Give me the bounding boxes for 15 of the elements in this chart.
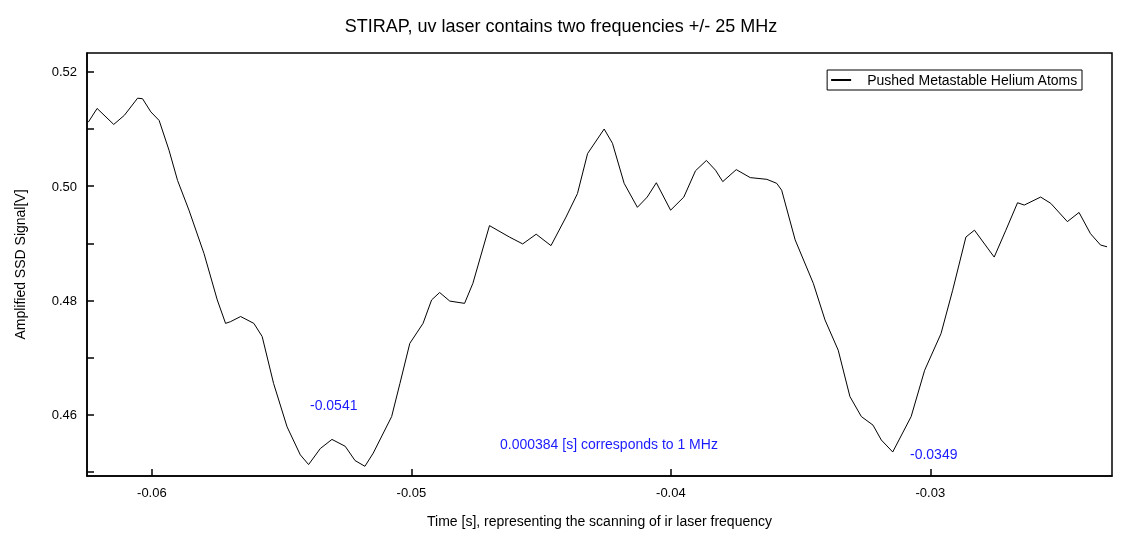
chart-title: STIRAP, uv laser contains two frequencies +/- 25 MHz (344, 16, 778, 36)
y-tick-label: 0.48 (51, 293, 77, 309)
annotation: -0.0541 (310, 397, 358, 413)
x-tick-label: -0.06 (137, 485, 167, 500)
x-tick-label: -0.03 (915, 485, 946, 500)
y-axis-title: Amplified SSD Signal[V] (12, 189, 28, 340)
annotation: -0.0349 (910, 446, 958, 462)
x-tick-label: -0.04 (656, 485, 686, 500)
x-tick-label: -0.05 (396, 485, 427, 500)
legend-label: Pushed Metastable Helium Atoms (867, 72, 1078, 88)
y-tick-label: 0.46 (51, 407, 77, 423)
text: 0.50 (51, 178, 77, 194)
annotation: 0.000384 [s] corresponds to 1 MHz (500, 436, 718, 452)
x-axis-title: Time [s], representing the scanning of ir laser frequency (427, 513, 772, 529)
y-tick-label: 0.52 (51, 64, 77, 80)
